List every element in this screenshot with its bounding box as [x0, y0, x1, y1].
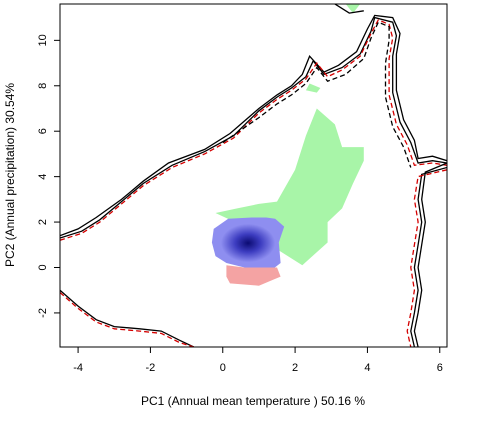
- outline-black-solid-4: [60, 289, 195, 347]
- outline-black-solid-0: [60, 14, 447, 237]
- region-green-3: [305, 83, 321, 93]
- y-tick-label: -2: [37, 308, 49, 318]
- x-tick-label: 0: [220, 362, 226, 374]
- y-tick-label: 6: [37, 128, 49, 134]
- x-axis: -4 -2 0 2 4 6: [73, 347, 443, 374]
- outline-black-solid-7: [410, 166, 447, 347]
- x-tick-label: 4: [364, 362, 370, 374]
- outline-black-solid-1: [60, 16, 447, 239]
- x-axis-title: PC1 (Annual mean temperature ) 50.16 %: [141, 394, 365, 408]
- x-tick-label: -4: [73, 362, 83, 374]
- outline-black-solid-9: [333, 4, 364, 14]
- y-tick-label: 0: [37, 264, 49, 270]
- x-tick-label: 2: [292, 362, 298, 374]
- x-tick-label: 6: [437, 362, 443, 374]
- plot-frame: [59, 3, 448, 348]
- region-green-4: [345, 4, 361, 14]
- outline-red-dashed-8: [406, 169, 447, 347]
- outline-black-solid-6: [413, 162, 447, 347]
- y-tick-label: 4: [37, 174, 49, 180]
- region-red-2: [226, 265, 281, 286]
- outlines-layer: [60, 4, 447, 347]
- x-tick-label: -2: [146, 362, 156, 374]
- y-axis-title: PC2 (Annual precipitation) 30.54%: [3, 83, 17, 267]
- regions-layer: [211, 4, 364, 286]
- region-blue-1: [211, 217, 285, 269]
- y-axis: -2 0 2 4 6 8 10: [37, 34, 60, 318]
- y-tick-label: 2: [37, 219, 49, 225]
- y-tick-label: 10: [37, 34, 49, 46]
- outline-red-dashed-5: [60, 292, 194, 347]
- outline-black-dashed-3: [222, 21, 412, 168]
- y-tick-label: 8: [37, 83, 49, 89]
- outline-red-dashed-2: [60, 19, 447, 241]
